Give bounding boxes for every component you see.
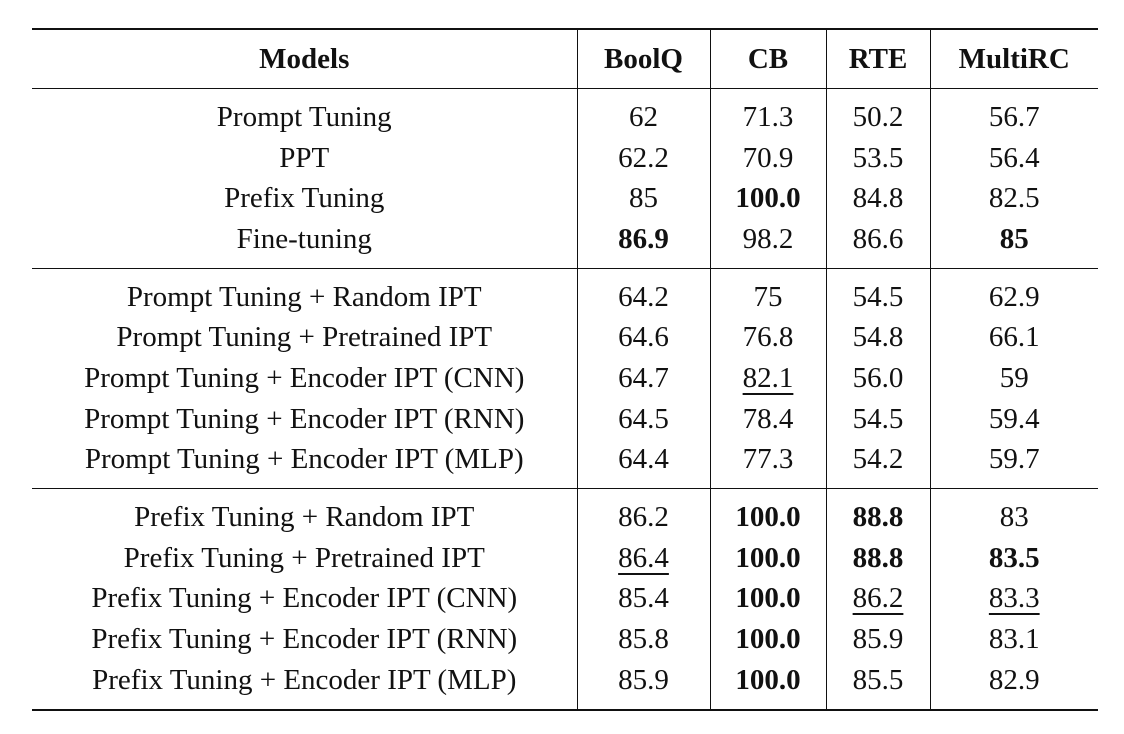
model-cell: Prompt Tuning + Pretrained IPT — [116, 321, 493, 354]
rte-cell: 56.0 — [825, 358, 930, 399]
table-row: Prompt Tuning + Pretrained IPT 64.6 76.8… — [32, 317, 1098, 359]
multirc-cell: 85 — [929, 219, 1098, 269]
cb-cell: 100.0 — [709, 178, 826, 220]
rte-cell: 86.2 — [825, 578, 930, 620]
multirc-cell: 83.1 — [929, 619, 1098, 660]
results-table: Models BoolQ CB RTE MultiRC Prompt Tunin… — [32, 28, 1098, 711]
cb-cell: 100.0 — [709, 619, 826, 660]
rte-cell: 85.9 — [825, 619, 930, 660]
table-row: Prefix Tuning + Pretrained IPT 86.4 100.… — [32, 537, 1098, 579]
table-row: Prompt Tuning + Encoder IPT (RNN) 64.5 7… — [32, 398, 1098, 440]
boolq-cell: 64.4 — [576, 439, 710, 489]
multirc-cell: 59.7 — [929, 439, 1098, 489]
cb-cell: 71.3 — [709, 88, 826, 138]
header-multirc: MultiRC — [929, 29, 1098, 89]
multirc-cell: 59.4 — [929, 398, 1098, 440]
cb-cell: 77.3 — [709, 439, 826, 489]
table-row: PPT 62.2 70.9 53.5 56.4 — [32, 137, 1098, 179]
model-cell: Prefix Tuning + Random IPT — [32, 488, 577, 538]
boolq-cell: 64.6 — [576, 317, 710, 359]
cb-cell: 98.2 — [709, 219, 826, 269]
boolq-cell: 86.4 — [576, 537, 710, 579]
boolq-cell: 85.8 — [576, 619, 710, 660]
model-cell: Fine-tuning — [236, 222, 372, 255]
boolq-cell: 64.7 — [576, 358, 710, 399]
rte-cell: 54.2 — [825, 439, 930, 489]
table-row: Fine-tuning 86.9 98.2 86.6 85 — [32, 219, 1098, 269]
rte-cell: 88.8 — [825, 488, 930, 538]
cb-cell: 76.8 — [709, 317, 826, 359]
cb-value-underlined: 82.1 — [742, 361, 794, 394]
table-row: Prefix Tuning + Encoder IPT (RNN) 85.8 1… — [32, 619, 1098, 660]
rte-cell: 85.5 — [825, 659, 930, 710]
boolq-cell: 62.2 — [576, 137, 710, 179]
rte-cell: 53.5 — [825, 137, 930, 179]
model-cell: Prompt Tuning + Encoder IPT (MLP) — [84, 443, 524, 476]
boolq-cell: 86.2 — [576, 488, 710, 538]
boolq-value-underlined: 86.4 — [618, 541, 669, 574]
boolq-cell: 85.9 — [576, 659, 710, 710]
rte-value-underlined: 86.2 — [852, 582, 904, 615]
model-cell: Prompt Tuning + Encoder IPT (RNN) — [84, 402, 525, 435]
cb-cell: 75 — [709, 267, 826, 318]
boolq-cell: 85.4 — [576, 578, 710, 620]
model-cell: Prompt Tuning — [216, 100, 392, 133]
header-rte: RTE — [825, 29, 930, 89]
multirc-value-underlined: 83.3 — [988, 582, 1040, 615]
multirc-cell: 83 — [929, 488, 1098, 538]
boolq-cell: 64.5 — [576, 398, 710, 440]
table-row: Prompt Tuning 62 71.3 50.2 56.7 — [32, 88, 1098, 138]
boolq-cell: 62 — [576, 88, 710, 138]
table-row: Prompt Tuning + Encoder IPT (MLP) 64.4 7… — [32, 439, 1098, 489]
multirc-cell: 82.5 — [929, 178, 1098, 220]
rte-cell: 54.8 — [825, 317, 930, 359]
rte-cell: 86.6 — [825, 219, 930, 269]
cb-cell: 100.0 — [709, 537, 826, 579]
cb-cell: 70.9 — [709, 137, 826, 179]
cb-cell: 100.0 — [709, 488, 826, 538]
multirc-cell: 56.7 — [929, 88, 1098, 138]
multirc-cell: 62.9 — [929, 267, 1098, 318]
table-row: Prefix Tuning + Random IPT 86.2 100.0 88… — [32, 488, 1098, 538]
model-cell: Prefix Tuning + Encoder IPT (MLP) — [92, 663, 517, 696]
header-cb: CB — [709, 29, 826, 89]
multirc-cell: 83.5 — [929, 537, 1098, 579]
model-cell: Prompt Tuning + Encoder IPT (CNN) — [84, 361, 525, 394]
boolq-cell: 85 — [576, 178, 710, 220]
rte-cell: 88.8 — [825, 537, 930, 579]
multirc-cell: 66.1 — [929, 317, 1098, 359]
table-row: Prompt Tuning + Encoder IPT (CNN) 64.7 8… — [32, 358, 1098, 399]
cb-cell: 82.1 — [709, 358, 826, 399]
baseline-group: Prompt Tuning 62 71.3 50.2 56.7 PPT 62.2… — [32, 88, 1098, 269]
rte-cell: 84.8 — [825, 178, 930, 220]
model-cell: Prefix Tuning + Encoder IPT (RNN) — [91, 623, 518, 656]
results-table-container: Models BoolQ CB RTE MultiRC Prompt Tunin… — [32, 28, 1098, 711]
model-cell: Prompt Tuning + Random IPT — [32, 267, 577, 318]
header-row: Models BoolQ CB RTE MultiRC — [32, 29, 1098, 89]
table-row: Prompt Tuning + Random IPT 64.2 75 54.5 … — [32, 267, 1098, 318]
table-row: Prefix Tuning + Encoder IPT (MLP) 85.9 1… — [32, 659, 1098, 710]
multirc-cell: 59 — [929, 358, 1098, 399]
rte-cell: 54.5 — [825, 267, 930, 318]
rte-cell: 50.2 — [825, 88, 930, 138]
prefix-tuning-ipt-group: Prefix Tuning + Random IPT 86.2 100.0 88… — [32, 488, 1098, 710]
model-cell: PPT — [279, 141, 330, 174]
cb-cell: 100.0 — [709, 659, 826, 710]
cb-cell: 100.0 — [709, 578, 826, 620]
table-row: Prefix Tuning + Encoder IPT (CNN) 85.4 1… — [32, 578, 1098, 620]
multirc-cell: 56.4 — [929, 137, 1098, 179]
model-cell: Prefix Tuning + Encoder IPT (CNN) — [91, 582, 518, 615]
boolq-cell: 86.9 — [576, 219, 710, 269]
table-row: Prefix Tuning 85 100.0 84.8 82.5 — [32, 178, 1098, 220]
model-cell: Prefix Tuning + Pretrained IPT — [123, 541, 485, 574]
boolq-cell: 64.2 — [576, 267, 710, 318]
multirc-cell: 83.3 — [929, 578, 1098, 620]
header-boolq: BoolQ — [576, 29, 710, 89]
multirc-cell: 82.9 — [929, 659, 1098, 710]
header-models: Models — [259, 42, 350, 75]
rte-cell: 54.5 — [825, 398, 930, 440]
prompt-tuning-ipt-group: Prompt Tuning + Random IPT 64.2 75 54.5 … — [32, 267, 1098, 489]
cb-cell: 78.4 — [709, 398, 826, 440]
model-cell: Prefix Tuning — [224, 182, 385, 215]
